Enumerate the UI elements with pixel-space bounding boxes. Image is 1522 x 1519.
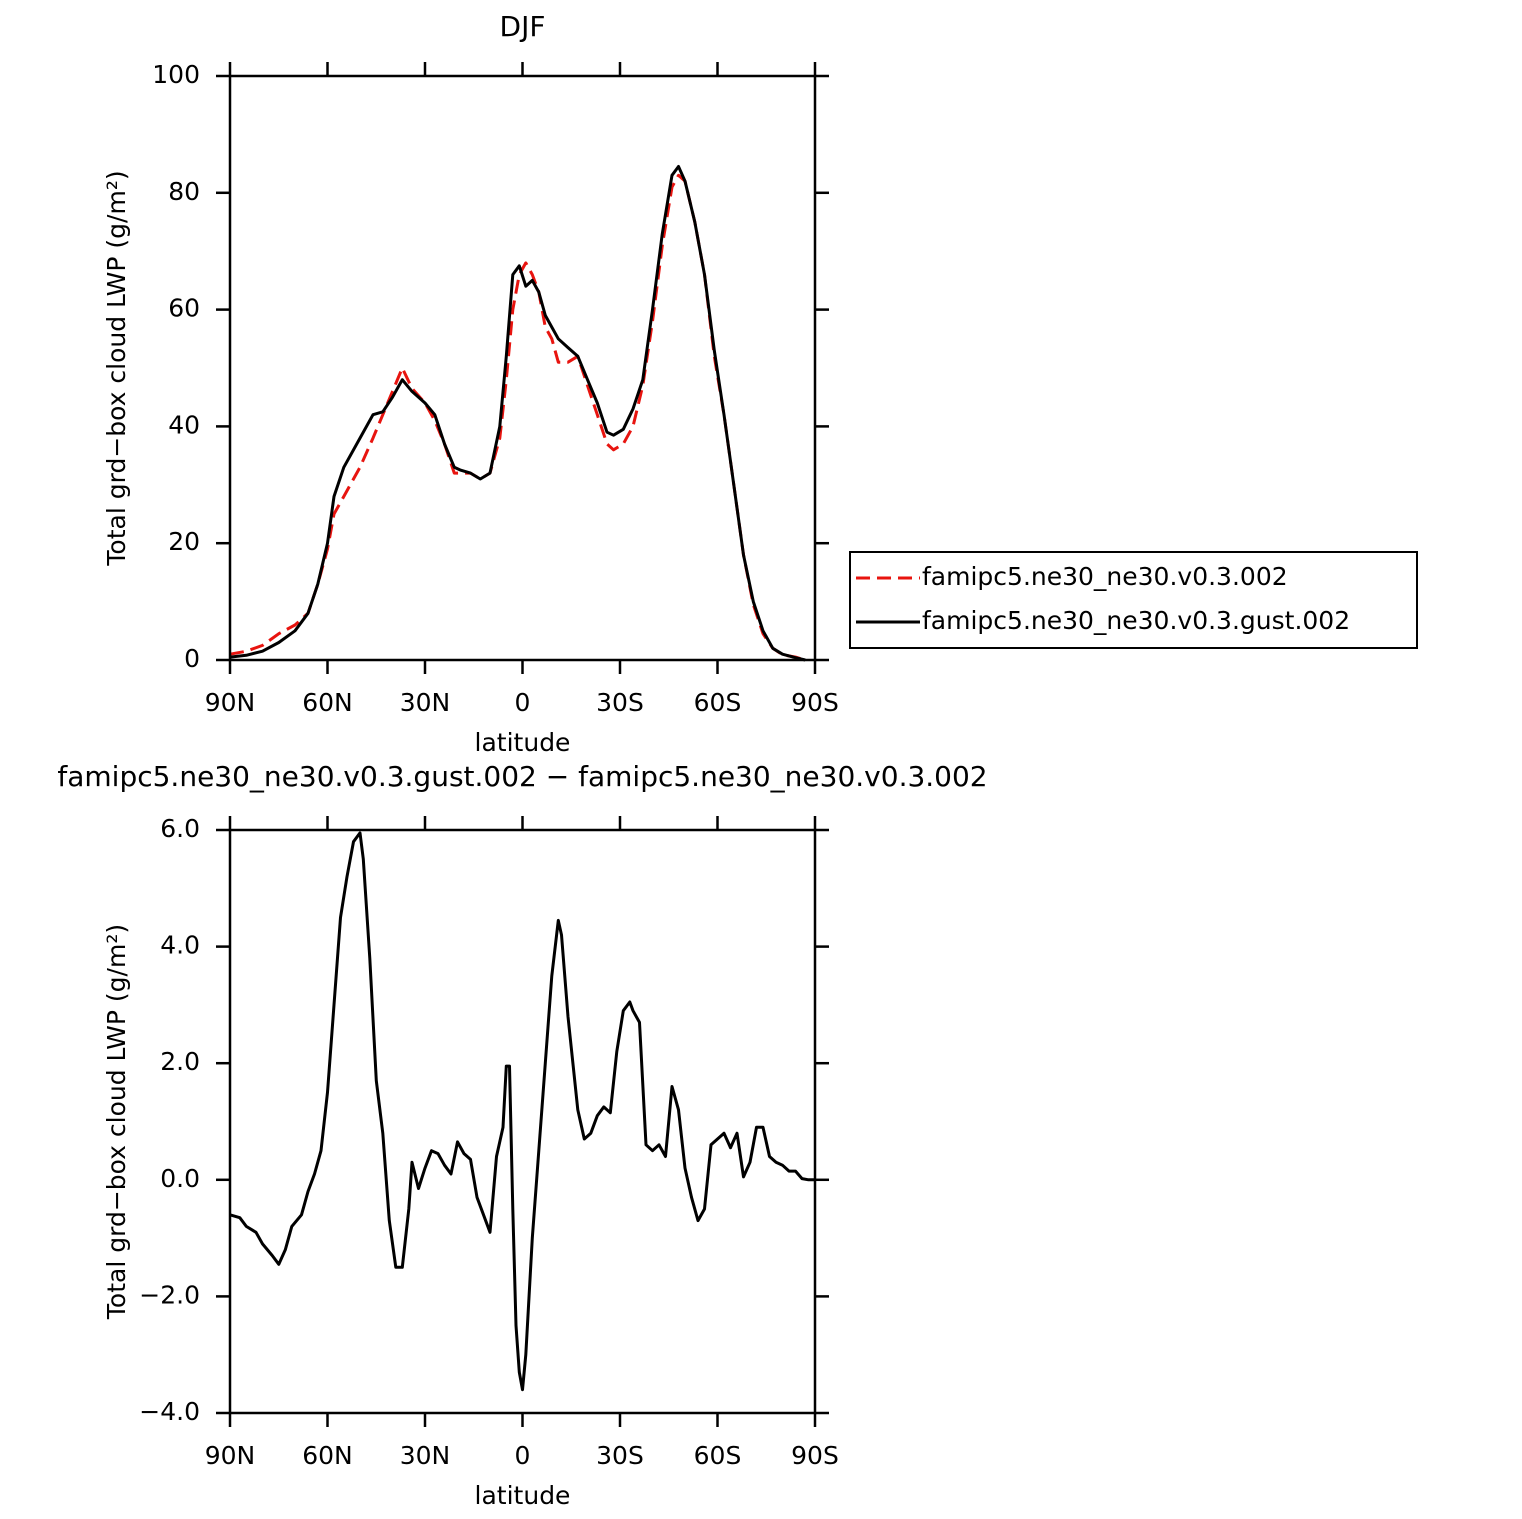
legend-label: famipc5.ne30_ne30.v0.3.002 (922, 562, 1288, 591)
legend: famipc5.ne30_ne30.v0.3.002 famipc5.ne30_n… (849, 551, 1418, 649)
y-tick-label: −4.0 (139, 1397, 200, 1426)
y-tick-label: 60 (168, 294, 200, 323)
x-tick-label: 0 (515, 1441, 531, 1470)
x-axis-label: latitude (475, 728, 571, 757)
y-tick-label: 6.0 (160, 814, 200, 843)
y-tick-label: 2.0 (160, 1047, 200, 1076)
y-tick-label: 0 (184, 644, 200, 673)
plot-frame (228, 828, 817, 1415)
data-line (229, 165, 806, 662)
x-tick-label: 60N (302, 1441, 353, 1470)
chart-title: DJF (500, 10, 546, 43)
x-tick-label: 30S (596, 1441, 644, 1470)
y-axis-label: Total grd−box cloud LWP (g/m²) (102, 170, 131, 566)
chart-title: famipc5.ne30_ne30.v0.3.gust.002 − famipc… (57, 760, 987, 793)
y-tick-label: 20 (168, 527, 200, 556)
x-tick-label: 90S (791, 1441, 839, 1470)
data-line (229, 831, 815, 1392)
x-tick-label: 90S (791, 688, 839, 717)
x-tick-label: 30N (400, 1441, 451, 1470)
plot-frame (228, 74, 817, 662)
x-tick-label: 0 (515, 688, 531, 717)
legend-box (849, 551, 1418, 649)
x-tick-label: 30S (596, 688, 644, 717)
y-axis-label: Total grd−box cloud LWP (g/m²) (102, 924, 131, 1320)
y-tick-label: 4.0 (160, 931, 200, 960)
x-tick-label: 90N (205, 1441, 256, 1470)
x-tick-label: 60S (694, 1441, 742, 1470)
y-tick-label: 0.0 (160, 1164, 200, 1193)
x-axis-label: latitude (475, 1481, 571, 1510)
y-tick-label: 100 (152, 60, 200, 89)
x-tick-label: 60N (302, 688, 353, 717)
x-tick-label: 90N (205, 688, 256, 717)
legend-label: famipc5.ne30_ne30.v0.3.gust.002 (922, 606, 1350, 635)
y-tick-label: 40 (168, 410, 200, 439)
y-tick-label: 80 (168, 177, 200, 206)
x-tick-label: 30N (400, 688, 451, 717)
x-tick-label: 60S (694, 688, 742, 717)
y-tick-label: −2.0 (139, 1280, 200, 1309)
